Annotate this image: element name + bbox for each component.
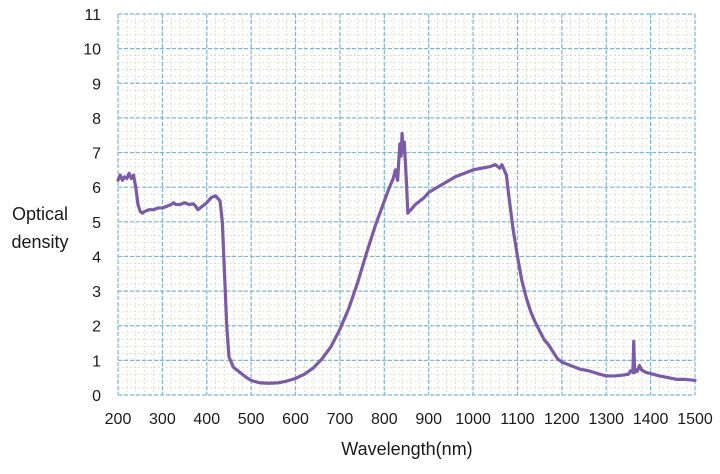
x-tick-label: 900 [415, 411, 442, 428]
y-tick-label: 8 [92, 111, 101, 128]
x-tick-label: 1100 [500, 411, 535, 428]
x-tick-label: 1000 [455, 411, 491, 428]
series-line-0 [116, 131, 697, 385]
x-tick-label: 1200 [544, 411, 580, 428]
x-tick-label: 1400 [633, 411, 669, 428]
x-tick-label: 200 [105, 411, 132, 428]
x-tick-labels: 200 300 400 500 600 700 800 900 1000 1100 1200 1300… [105, 411, 713, 428]
x-tick-label: 800 [371, 411, 398, 428]
series-group [116, 131, 697, 385]
y-tick-label: 10 [83, 42, 101, 59]
x-tick-label: 400 [193, 411, 220, 428]
x-tick-label: 700 [327, 411, 354, 428]
y-tick-label: 7 [92, 146, 101, 163]
x-tick-label: 300 [149, 411, 176, 428]
x-tick-label: 1500 [677, 411, 713, 428]
y-tick-label: 0 [92, 388, 101, 405]
x-tick-label: 500 [238, 411, 265, 428]
major-grid [117, 13, 696, 396]
y-tick-label: 1 [92, 353, 101, 370]
y-tick-label: 11 [84, 7, 101, 24]
y-tick-label: 3 [92, 284, 101, 301]
y-tick-label: 4 [92, 249, 101, 266]
x-tick-label: 600 [282, 411, 309, 428]
y-tick-label: 5 [92, 215, 101, 232]
y-tick-label: 2 [92, 319, 101, 336]
y-tick-label: 9 [92, 76, 101, 93]
y-tick-label: 6 [92, 180, 101, 197]
y-axis-label-line-2: density [11, 232, 68, 252]
y-axis-label-line-1: Optical [12, 204, 68, 224]
y-tick-labels: 0 1 2 3 4 5 6 7 8 9 10 11 [83, 7, 101, 405]
x-tick-label: 1300 [588, 411, 624, 428]
x-axis-label: Wavelength(nm) [341, 439, 472, 459]
